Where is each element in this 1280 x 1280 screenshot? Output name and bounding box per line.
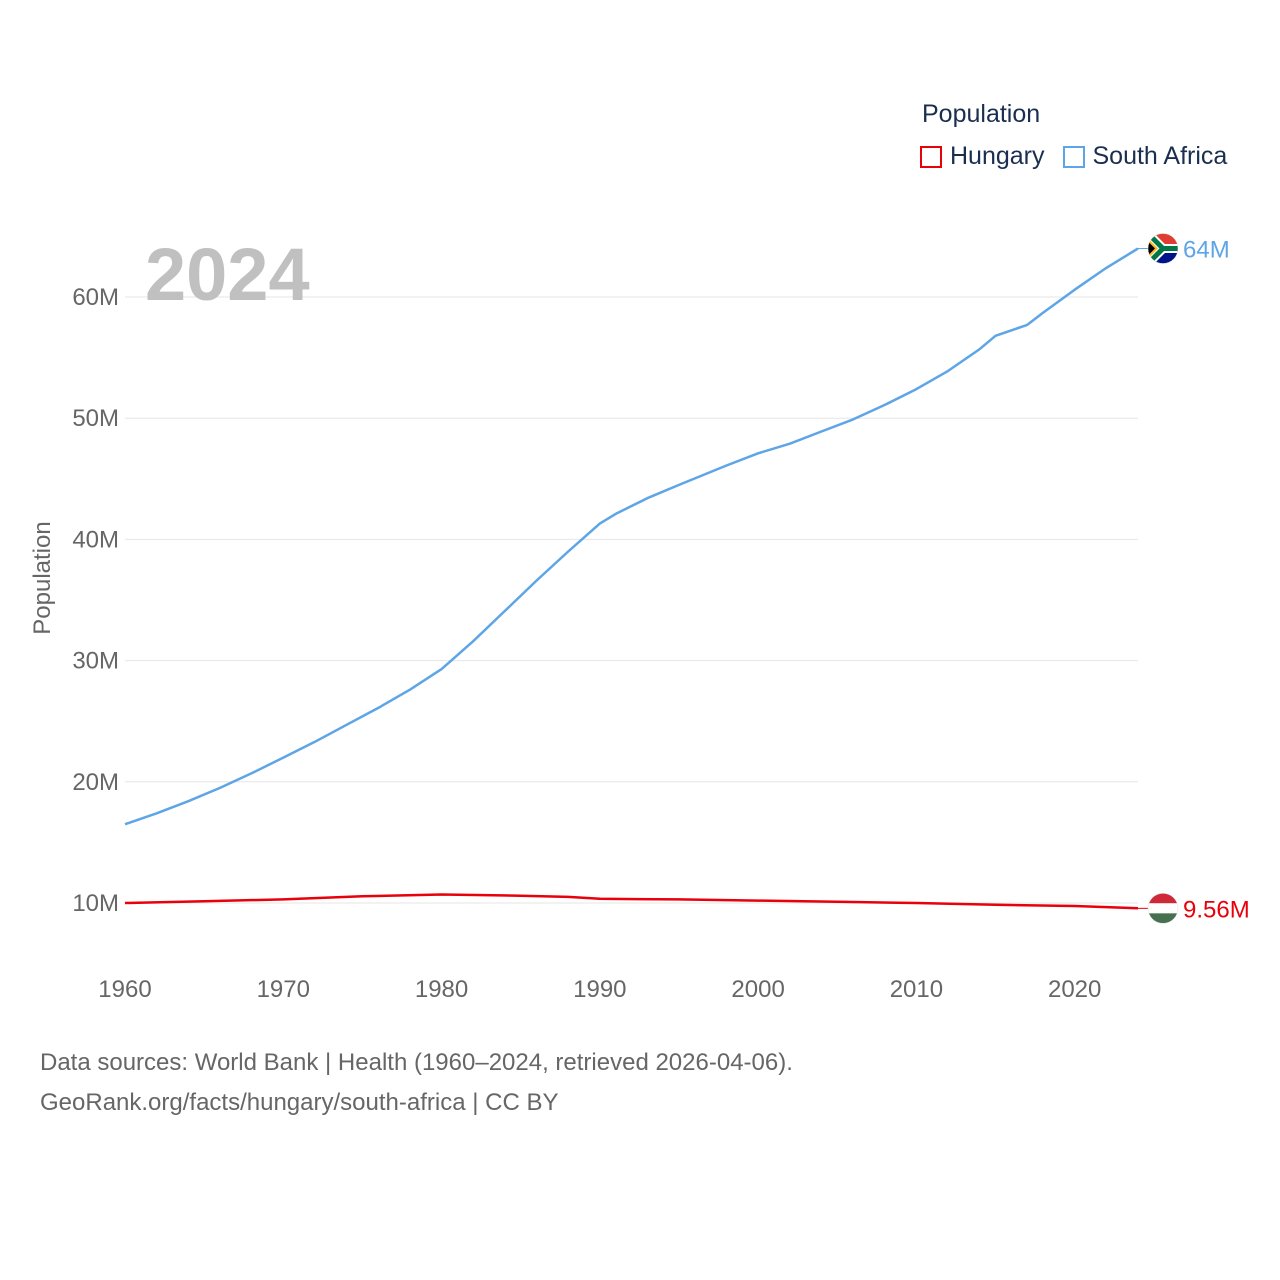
- hungary-flag-icon: [1147, 893, 1179, 924]
- x-tick-1980: 1980: [415, 976, 468, 1003]
- x-tick-1990: 1990: [573, 976, 626, 1003]
- end-label-south-africa: 64M: [1183, 237, 1230, 264]
- series-line-hungary: [124, 893, 1139, 910]
- legend-item-south-africa[interactable]: South Africa: [1062, 142, 1228, 171]
- y-axis-label: Population: [29, 521, 56, 634]
- y-tick-60M: 60M: [72, 284, 119, 311]
- sources-line-1: Data sources: World Bank | Health (1960–…: [40, 1049, 793, 1076]
- legend-swatch-hungary: [920, 145, 942, 168]
- x-axis-ticks: 1960 1970 1980 1990 2000 2010 2020: [98, 976, 1101, 1003]
- x-tick-2000: 2000: [731, 976, 784, 1003]
- legend-title: Population: [922, 100, 1041, 128]
- y-axis-ticks: 10M 20M 30M 40M 50M 60M: [72, 284, 119, 917]
- x-tick-1970: 1970: [257, 976, 310, 1003]
- data-sources: Data sources: World Bank | Health (1960–…: [40, 1043, 793, 1123]
- y-tick-50M: 50M: [72, 405, 119, 432]
- x-tick-2010: 2010: [890, 976, 943, 1003]
- legend-label-hungary: Hungary: [950, 142, 1045, 170]
- gridlines: [125, 296, 1138, 904]
- series-line-south-africa: [124, 247, 1139, 826]
- series-lines: [124, 247, 1139, 910]
- legend: Hungary South Africa: [920, 142, 1245, 171]
- y-tick-40M: 40M: [72, 526, 119, 553]
- series-end-markers: 9.56M 64M: [1138, 233, 1250, 924]
- legend-swatch-south-africa: [1062, 145, 1085, 168]
- legend-item-hungary[interactable]: Hungary: [920, 142, 1045, 171]
- x-tick-2020: 2020: [1048, 976, 1101, 1003]
- y-tick-10M: 10M: [72, 890, 119, 917]
- legend-label-south-africa: South Africa: [1092, 142, 1228, 170]
- end-label-hungary: 9.56M: [1183, 896, 1250, 923]
- year-label: 2024: [145, 233, 310, 316]
- south-africa-flag-icon: [1147, 233, 1179, 264]
- y-tick-30M: 30M: [72, 648, 119, 675]
- x-tick-1960: 1960: [98, 976, 151, 1003]
- y-tick-20M: 20M: [72, 769, 119, 796]
- sources-line-2[interactable]: GeoRank.org/facts/hungary/south-africa |…: [40, 1089, 559, 1116]
